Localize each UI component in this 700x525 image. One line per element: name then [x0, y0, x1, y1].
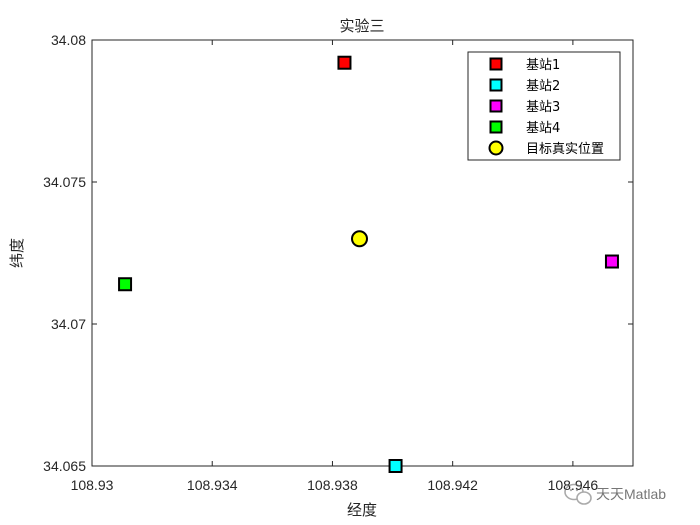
- legend-marker: [489, 120, 503, 134]
- legend-items: 基站1 基站2 基站3 基站4 目标真实位置: [488, 57, 604, 157]
- chart-title: 实验三: [339, 17, 384, 35]
- legend-marker: [489, 57, 503, 71]
- y-tick-label: 34.065: [43, 458, 86, 474]
- y-tick-label: 34.075: [43, 174, 86, 190]
- y-tick-label: 34.07: [51, 316, 86, 332]
- watermark-text: 天天Matlab: [596, 486, 666, 502]
- wechat-icon: [564, 483, 592, 505]
- x-tick-label: 108.934: [187, 477, 238, 493]
- legend-label: 基站2: [526, 79, 560, 94]
- data-points: [118, 55, 619, 473]
- data-point-1: [337, 55, 352, 70]
- data-point-5: [350, 230, 368, 248]
- y-axis-ticks: 34.065 34.07 34.075 34.08: [43, 32, 633, 474]
- y-axis-label: 纬度: [8, 238, 26, 268]
- x-tick-label: 108.93: [71, 477, 114, 493]
- y-tick-label: 34.08: [51, 32, 86, 48]
- legend-label: 基站4: [526, 121, 560, 136]
- watermark: 天天Matlab: [564, 483, 666, 505]
- data-point-2: [388, 459, 403, 473]
- legend-label: 目标真实位置: [526, 142, 604, 157]
- legend-label: 基站3: [526, 100, 560, 115]
- legend-marker: [488, 140, 504, 156]
- x-tick-label: 108.938: [307, 477, 358, 493]
- x-tick-label: 108.942: [427, 477, 478, 493]
- x-axis-label: 经度: [347, 501, 377, 519]
- legend: 基站1 基站2 基站3 基站4 目标真实位置: [467, 51, 621, 161]
- data-point-3: [604, 254, 619, 269]
- legend-marker: [489, 99, 503, 113]
- data-point-4: [118, 277, 133, 292]
- legend-label: 基站1: [526, 58, 560, 73]
- legend-marker: [489, 78, 503, 92]
- x-axis-ticks: 108.93 108.934 108.938 108.942 108.946: [71, 40, 598, 493]
